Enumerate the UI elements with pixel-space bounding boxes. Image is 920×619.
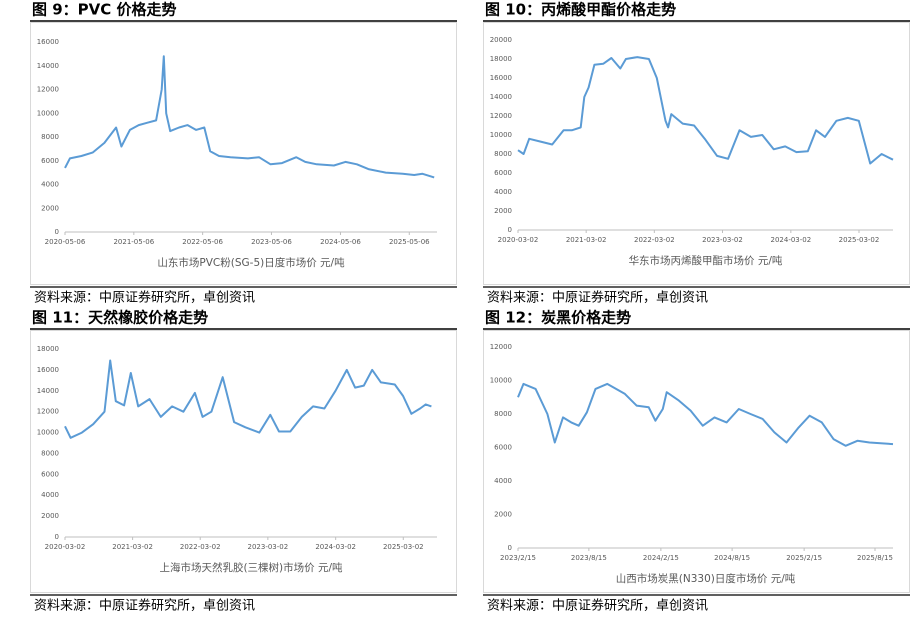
y-tick-label: 6000 [494,169,512,177]
price-line [517,56,894,165]
source-note: 资料来源：中原证券研究所，卓创资讯 [487,290,708,306]
legend-label: 上海市场天然乳胶(三棵树)市场价 元/吨 [159,561,343,574]
y-tick-label: 2000 [41,512,59,520]
y-tick-label: 18000 [490,55,512,63]
y-tick-label: 2000 [494,207,512,215]
y-tick-label: 2000 [494,511,512,519]
y-tick-label: 16000 [490,74,512,82]
y-tick-label: 4000 [494,188,512,196]
chart-title: 图 12：炭黑价格走势 [485,309,631,327]
chart-frame [30,22,457,285]
x-tick-label: 2024-03-02 [771,236,812,244]
y-tick-label: 0 [55,228,59,236]
source-note: 资料来源：中原证券研究所，卓创资讯 [34,290,255,306]
y-tick-label: 4000 [494,477,512,485]
x-tick-label: 2023/2/15 [500,554,536,562]
chart-frame [483,22,910,285]
legend-label: 华东市场丙烯酸甲酯市场价 元/吨 [629,254,783,267]
x-tick-label: 2022-03-02 [634,236,675,244]
x-tick-label: 2020-05-06 [45,238,86,246]
y-tick-label: 20000 [490,36,512,44]
x-tick-label: 2025/8/15 [857,554,893,562]
chart-title: 图 11：天然橡胶价格走势 [32,309,208,327]
x-tick-label: 2020-03-02 [498,236,539,244]
y-tick-label: 6000 [41,470,59,478]
y-tick-label: 8000 [41,133,59,141]
x-tick-label: 2023-03-02 [702,236,743,244]
x-tick-label: 2025-03-02 [839,236,880,244]
y-tick-label: 8000 [41,449,59,457]
price-line [64,55,435,179]
x-tick-label: 2024/2/15 [643,554,679,562]
x-tick-label: 2022-03-02 [180,543,221,551]
y-tick-label: 12000 [37,408,59,416]
y-tick-label: 10000 [37,429,59,437]
y-tick-label: 4000 [41,181,59,189]
y-tick-label: 14000 [37,387,59,395]
x-tick-label: 2025-03-02 [383,543,424,551]
x-tick-label: 2021-03-02 [566,236,607,244]
source-note: 资料来源：中原证券研究所，卓创资讯 [34,598,255,614]
x-tick-label: 2020-03-02 [45,543,86,551]
y-tick-label: 10000 [490,131,512,139]
y-tick-label: 14000 [37,62,59,70]
x-tick-label: 2025-05-06 [389,238,430,246]
y-tick-label: 12000 [37,86,59,94]
price-line [517,382,894,447]
chart-frame [483,330,910,593]
y-tick-label: 8000 [494,150,512,158]
legend-label: 山东市场PVC粉(SG-5)日度市场价 元/吨 [157,256,345,269]
y-tick-label: 0 [508,226,512,234]
chart-title: 图 9：PVC 价格走势 [32,1,177,19]
legend-label: 山西市场炭黑(N330)日度市场价 元/吨 [616,572,796,585]
y-tick-label: 10000 [37,109,59,117]
chart-frame [30,330,457,593]
y-tick-label: 18000 [37,345,59,353]
x-tick-label: 2023-05-06 [251,238,292,246]
x-tick-label: 2024-05-06 [320,238,361,246]
y-tick-label: 12000 [490,112,512,120]
source-note: 资料来源：中原证券研究所，卓创资讯 [487,598,708,614]
x-tick-label: 2024-03-02 [315,543,356,551]
y-tick-label: 12000 [490,343,512,351]
y-tick-label: 10000 [490,377,512,385]
x-tick-label: 2022-05-06 [182,238,223,246]
x-tick-label: 2025/2/15 [786,554,822,562]
x-tick-label: 2023/8/15 [571,554,607,562]
y-tick-label: 16000 [37,38,59,46]
chart-title: 图 10：丙烯酸甲酯价格走势 [485,1,676,19]
x-tick-label: 2023-03-02 [248,543,289,551]
x-tick-label: 2021-05-06 [113,238,154,246]
y-tick-label: 6000 [41,157,59,165]
x-tick-label: 2021-03-02 [112,543,153,551]
y-tick-label: 2000 [41,204,59,212]
y-tick-label: 4000 [41,491,59,499]
y-tick-label: 6000 [494,444,512,452]
y-tick-label: 14000 [490,93,512,101]
y-tick-label: 0 [508,544,512,552]
y-tick-label: 8000 [494,410,512,418]
y-tick-label: 16000 [37,366,59,374]
x-tick-label: 2024/8/15 [714,554,750,562]
y-tick-label: 0 [55,533,59,541]
price-line [64,359,432,439]
